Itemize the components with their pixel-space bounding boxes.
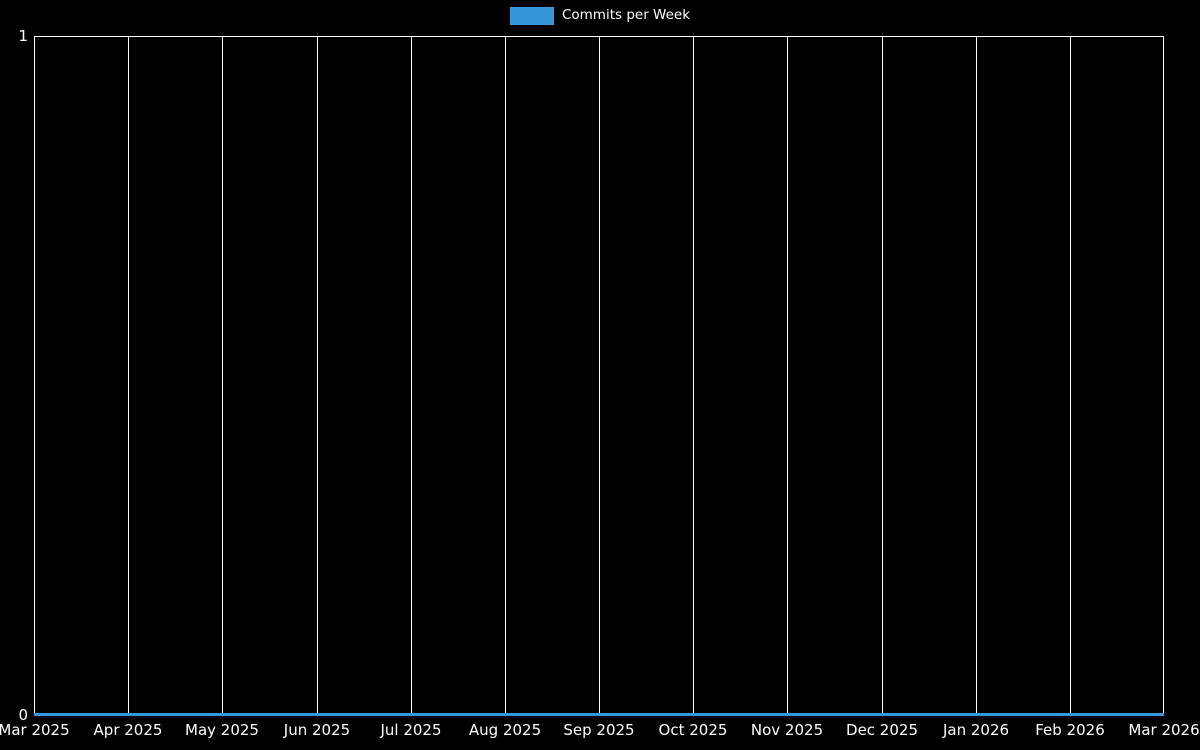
x-axis-tick-label: May 2025 <box>185 721 259 739</box>
x-axis-tick-label: Mar 2025 <box>0 721 70 739</box>
gridline-vertical <box>128 36 129 715</box>
x-axis-tick-label: Sep 2025 <box>563 721 635 739</box>
y-axis-tick-label-bottom: 0 <box>18 706 28 724</box>
gridline-vertical <box>34 36 35 715</box>
gridline-vertical <box>599 36 600 715</box>
gridline-vertical <box>1163 36 1164 715</box>
chart-plot-area <box>34 36 1164 716</box>
chart-legend: Commits per Week <box>0 4 1200 28</box>
gridline-vertical <box>1070 36 1071 715</box>
gridline-vertical <box>222 36 223 715</box>
x-axis-tick-label: Dec 2025 <box>846 721 918 739</box>
x-axis-tick-label: Nov 2025 <box>750 721 824 739</box>
x-axis-tick-label: Aug 2025 <box>468 721 542 739</box>
y-axis-tick-label-top: 1 <box>18 27 28 45</box>
x-axis-tick-label: Mar 2026 <box>1128 721 1200 739</box>
x-axis-tick-label: Jun 2025 <box>283 721 351 739</box>
gridline-vertical <box>976 36 977 715</box>
legend-swatch-commits-per-week <box>509 7 554 25</box>
gridline-vertical <box>693 36 694 715</box>
x-axis-tick-label: Apr 2025 <box>93 721 163 739</box>
gridline-vertical <box>317 36 318 715</box>
x-axis-tick-label: Jan 2026 <box>942 721 1010 739</box>
series-line-commits-per-week <box>34 713 1164 716</box>
x-axis-tick-label: Jul 2025 <box>380 721 442 739</box>
gridline-vertical <box>411 36 412 715</box>
x-axis-tick-label: Oct 2025 <box>658 721 728 739</box>
gridline-vertical <box>882 36 883 715</box>
legend-label-commits-per-week: Commits per Week <box>561 7 691 24</box>
gridline-vertical <box>787 36 788 715</box>
x-axis-tick-label: Feb 2026 <box>1035 721 1105 739</box>
gridline-vertical <box>505 36 506 715</box>
